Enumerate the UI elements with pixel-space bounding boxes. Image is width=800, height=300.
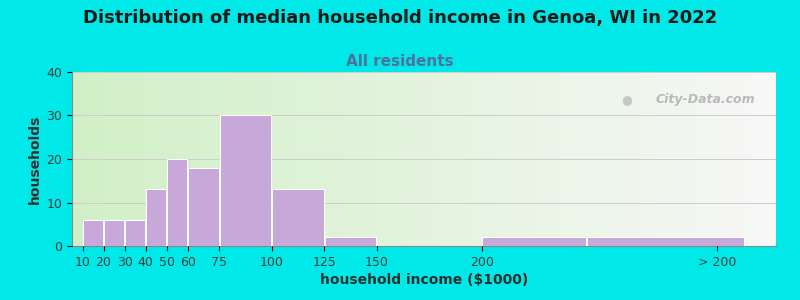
Bar <box>125 220 145 246</box>
Bar <box>146 190 166 246</box>
Bar <box>220 116 271 246</box>
Bar <box>83 220 103 246</box>
Bar <box>325 237 376 246</box>
Text: Distribution of median household income in Genoa, WI in 2022: Distribution of median household income … <box>83 9 717 27</box>
Bar <box>587 237 744 246</box>
Bar <box>167 159 187 246</box>
Bar <box>104 220 124 246</box>
Bar <box>482 237 586 246</box>
Y-axis label: households: households <box>28 114 42 204</box>
Text: City-Data.com: City-Data.com <box>655 93 755 106</box>
X-axis label: household income ($1000): household income ($1000) <box>320 273 528 287</box>
Bar <box>272 190 324 246</box>
Text: All residents: All residents <box>346 54 454 69</box>
Text: ●: ● <box>621 93 632 106</box>
Bar <box>188 168 218 246</box>
